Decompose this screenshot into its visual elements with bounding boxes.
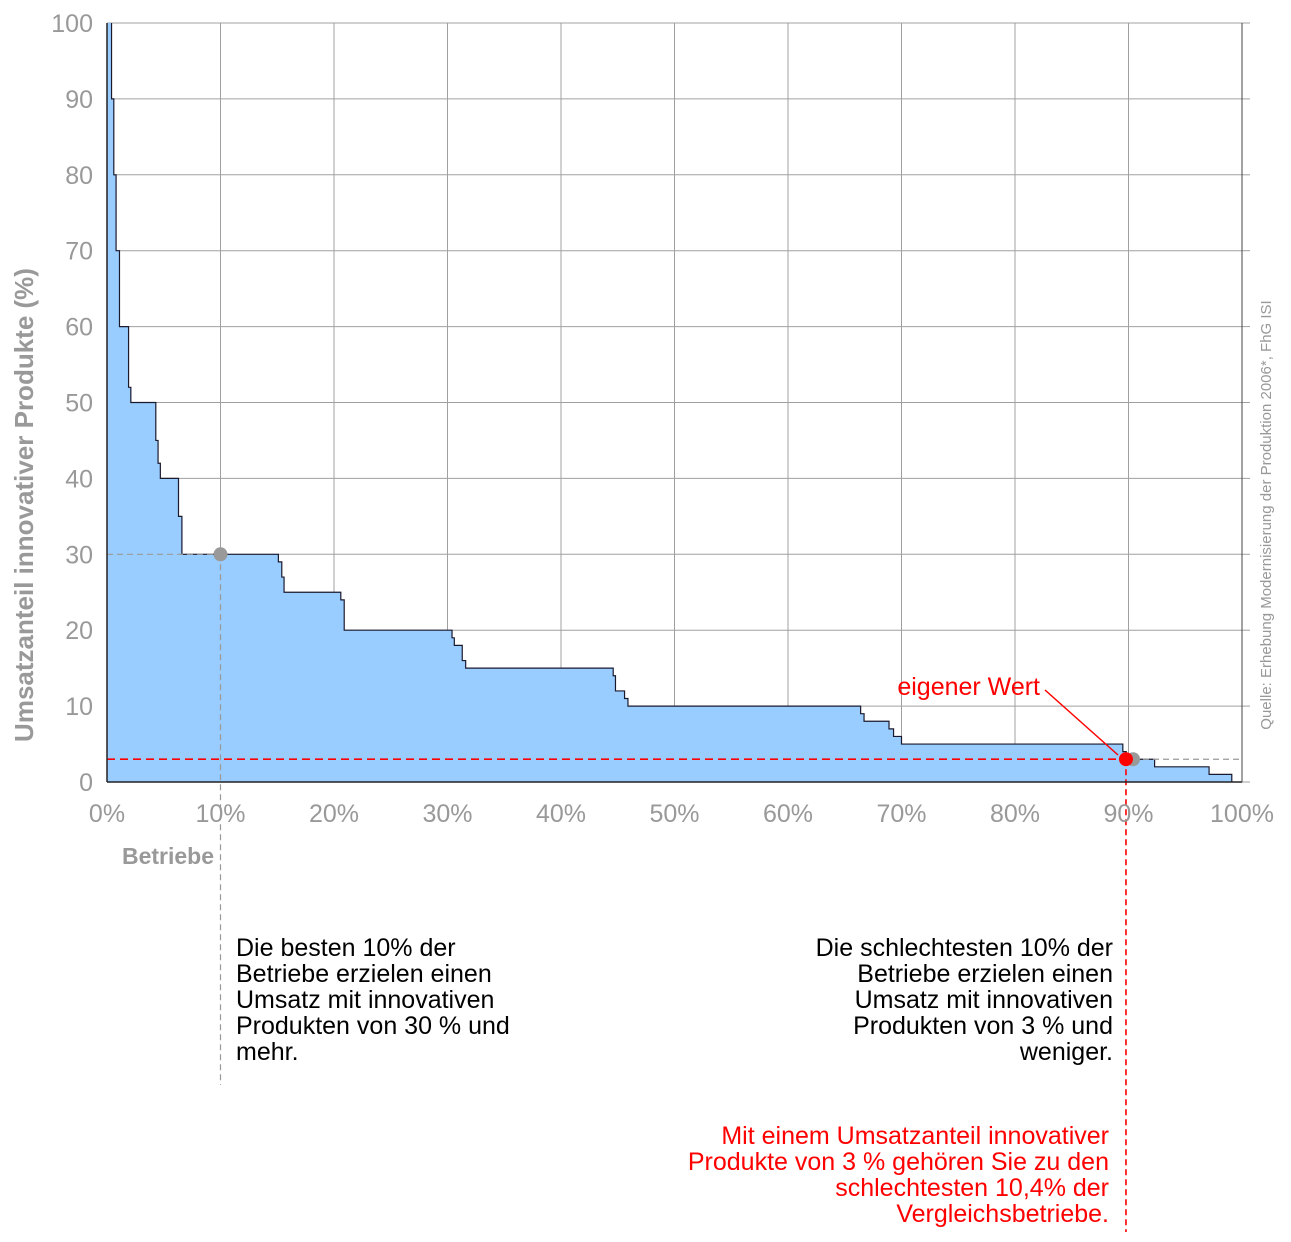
own-value-point	[1118, 752, 1133, 767]
step-line	[110, 23, 1233, 782]
x-axis-label: Betriebe	[122, 843, 214, 869]
y-tick-label: 40	[65, 465, 93, 493]
y-tick-label: 30	[65, 541, 93, 569]
y-tick-labels: 0 10 20 30 40 50 60 70 80 90 100	[51, 10, 93, 797]
x-tick-label: 30%	[422, 800, 472, 828]
own-value-pointer	[1044, 689, 1119, 756]
y-tick-label: 50	[65, 390, 93, 418]
axes	[106, 23, 1243, 783]
x-tick-label: 20%	[309, 800, 359, 828]
x-tick-label: 100%	[1210, 800, 1274, 828]
reference-point	[213, 547, 228, 562]
y-tick-label: 90	[65, 86, 93, 114]
data-area	[107, 23, 1233, 782]
x-tick-label: 60%	[763, 800, 813, 828]
reference-lines	[107, 553, 1242, 1232]
own-value-label: eigener Wert	[897, 673, 1040, 701]
y-tick-label: 100	[51, 10, 93, 38]
annotation-best-10: Die besten 10% der Betriebe erzielen ein…	[236, 934, 510, 1066]
x-tick-label: 90%	[1103, 800, 1153, 828]
x-tick-labels: 0% 10% 20% 30% 40% 50% 60% 70% 80% 90% 100%	[89, 800, 1274, 828]
source-note: Quelle: Erhebung Modernisierung der Prod…	[1258, 300, 1275, 729]
y-tick-label: 0	[79, 769, 93, 797]
x-tick-label: 80%	[990, 800, 1040, 828]
x-tick-label: 50%	[649, 800, 699, 828]
x-tick-label: 0%	[89, 800, 125, 828]
annotation-worst-10: Die schlechtesten 10% der Betriebe erzie…	[815, 934, 1113, 1066]
y-tick-label: 20	[65, 617, 93, 645]
y-axis-label: Umsatzanteil innovativer Produkte (%)	[9, 268, 39, 742]
y-tick-label: 60	[65, 314, 93, 342]
area-fill	[107, 23, 1232, 782]
x-tick-label: 40%	[536, 800, 586, 828]
y-tick-label: 80	[65, 162, 93, 190]
x-tick-label: 10%	[195, 800, 245, 828]
annotation-own-value: Mit einem Umsatzanteil innovativer Produ…	[687, 1122, 1109, 1228]
y-tick-label: 10	[65, 693, 93, 721]
reference-points	[213, 547, 1141, 767]
x-tick-label: 70%	[876, 800, 926, 828]
y-tick-label: 70	[65, 238, 93, 266]
